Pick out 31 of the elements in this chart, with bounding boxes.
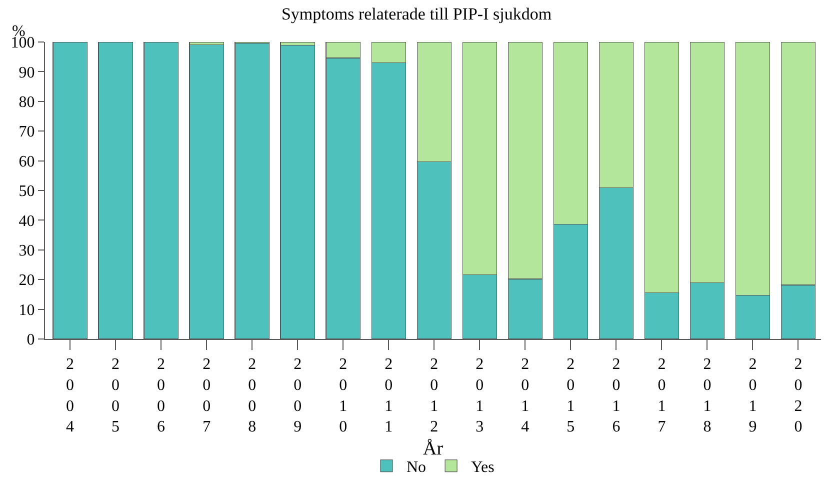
x-tick-label: 2017 <box>658 356 666 436</box>
legend-label: Yes <box>471 459 494 476</box>
x-tick-label: 2010 <box>339 356 348 436</box>
x-tick-label: 2006 <box>157 356 166 436</box>
y-tick-label: 40 <box>18 212 35 230</box>
y-tick-label: 20 <box>18 272 35 290</box>
x-tick-label: 2007 <box>202 356 211 436</box>
x-axis-title: År <box>422 438 444 460</box>
y-tick-label: 70 <box>18 124 35 141</box>
x-tick-label: 2005 <box>112 356 120 436</box>
x-tick-label: 2008 <box>248 356 256 436</box>
y-tick-label: 50 <box>18 183 35 200</box>
chart-title: Symptoms relaterade till PIP-I sjukdom <box>281 4 552 24</box>
y-tick-label: 90 <box>18 64 35 82</box>
x-tick-label: 2020 <box>794 356 802 436</box>
y-tick-label: 10 <box>18 302 35 319</box>
x-tick-label: 2004 <box>66 356 74 436</box>
y-tick-label: 30 <box>18 242 35 260</box>
x-tick-label: 2012 <box>430 356 438 436</box>
y-tick-label: 0 <box>26 332 35 349</box>
y-tick-label: 80 <box>18 94 35 111</box>
x-tick-label: 2013 <box>476 356 484 436</box>
legend-label: No <box>406 459 426 476</box>
x-tick-label: 2009 <box>294 356 302 436</box>
x-tick-label: 2011 <box>384 356 393 436</box>
x-tick-label: 2019 <box>748 356 757 436</box>
x-tick-label: 2014 <box>521 356 530 436</box>
x-tick-label: 2015 <box>566 356 575 436</box>
x-tick-label: 2016 <box>612 356 620 436</box>
x-tick-label: 2018 <box>703 356 712 436</box>
y-tick-label: 60 <box>18 153 35 170</box>
